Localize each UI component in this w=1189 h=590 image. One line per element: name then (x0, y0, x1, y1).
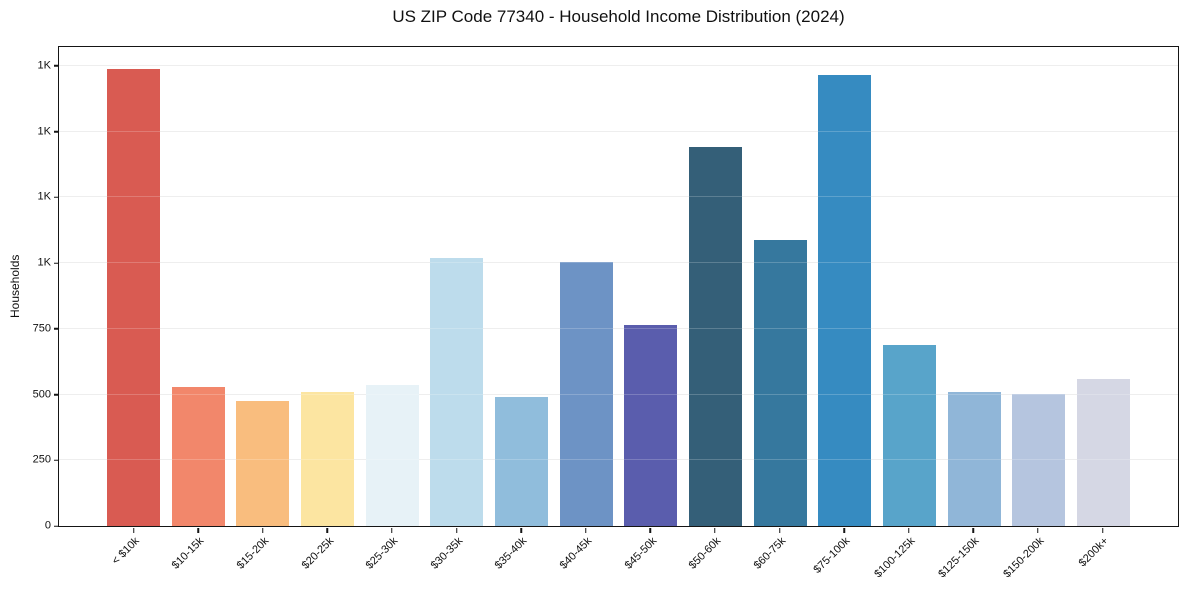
x-tick-mark (520, 527, 522, 533)
y-tick-label: 1K (37, 256, 51, 269)
x-tick-label: $75-100k (811, 535, 853, 576)
y-tick-mark (54, 65, 59, 67)
y-tick-mark (54, 196, 59, 199)
y-tick-mark (54, 393, 59, 396)
gridline (59, 262, 1178, 264)
x-tick-label: $50-60k (686, 535, 724, 572)
x-tick-mark (843, 527, 845, 533)
bar (365, 384, 419, 526)
x-tick-label: $10-15k (169, 535, 207, 572)
bar (236, 400, 290, 526)
x-tick-mark (197, 527, 199, 533)
bar (947, 391, 1001, 526)
x-tick-label: $125-150k (936, 535, 982, 581)
y-tick-mark (54, 525, 59, 527)
y-axis-label: Households (8, 254, 22, 319)
bars-layer (59, 47, 1178, 526)
x-tick-mark (1037, 527, 1039, 533)
bar (882, 344, 936, 526)
x-tick-label: < $10k (109, 535, 142, 568)
x-tick-label: $200k+ (1076, 535, 1111, 570)
y-tick-label: 750 (32, 322, 51, 335)
x-tick-mark (1101, 527, 1104, 533)
x-tick-label: $40-45k (557, 535, 595, 572)
x-tick-mark (649, 527, 652, 533)
x-tick-mark (132, 527, 135, 533)
x-tick-mark (972, 527, 975, 533)
x-tick-label: $35-40k (492, 535, 530, 572)
x-tick-label: $100-125k (871, 535, 918, 581)
bar (1076, 378, 1130, 526)
bar (107, 68, 160, 526)
axes-ticks-layer: 0 250 500 750 1K 1K 1K 1K < $10k $10-15k $15-20k $2… (33, 47, 1178, 580)
bar (300, 391, 354, 526)
y-tick-mark (54, 262, 59, 264)
y-tick-label: 1K (37, 59, 51, 72)
x-tick-label: $25-30k (363, 535, 401, 572)
bar (624, 324, 678, 526)
y-tick-label: 0 (44, 519, 51, 532)
gridline (59, 459, 1178, 461)
bar (171, 386, 225, 526)
y-tick-label: 1K (37, 190, 51, 203)
y-tick-mark (54, 459, 59, 462)
gridline (59, 393, 1178, 395)
gridline (59, 327, 1178, 329)
bar (818, 74, 872, 526)
gridline (59, 64, 1178, 66)
chart-title: US ZIP Code 77340 - Household Income Dis… (392, 7, 845, 26)
x-tick-mark (261, 527, 264, 533)
bar (559, 262, 613, 526)
x-tick-mark (584, 527, 587, 533)
x-tick-mark (778, 527, 781, 533)
x-tick-mark (907, 527, 910, 533)
gridline (59, 196, 1178, 198)
y-tick-mark (54, 328, 59, 330)
bar (753, 240, 807, 526)
bar (494, 396, 548, 526)
bar (1012, 393, 1066, 526)
bar (688, 146, 742, 526)
x-tick-label: $15-20k (234, 535, 272, 572)
x-tick-label: $45-50k (622, 535, 659, 572)
x-tick-label: $150-200k (1001, 535, 1047, 581)
y-tick-label: 250 (32, 453, 51, 466)
x-tick-label: $20-25k (299, 535, 336, 572)
gridline (59, 130, 1178, 132)
y-tick-label: 1K (37, 125, 51, 138)
y-tick-label: 500 (32, 388, 51, 401)
plot-area: 0 250 500 750 1K 1K 1K 1K < $10k $10-15k $15-20k $2… (33, 46, 1179, 580)
gridlines-layer (59, 47, 1178, 526)
x-tick-mark (455, 527, 458, 533)
x-tick-mark (714, 527, 716, 533)
x-tick-label: $60-75k (751, 535, 788, 572)
x-tick-label: $30-35k (428, 535, 465, 572)
x-tick-mark (391, 527, 393, 533)
bar (430, 258, 484, 526)
y-tick-mark (54, 130, 59, 133)
x-tick-mark (326, 527, 329, 533)
